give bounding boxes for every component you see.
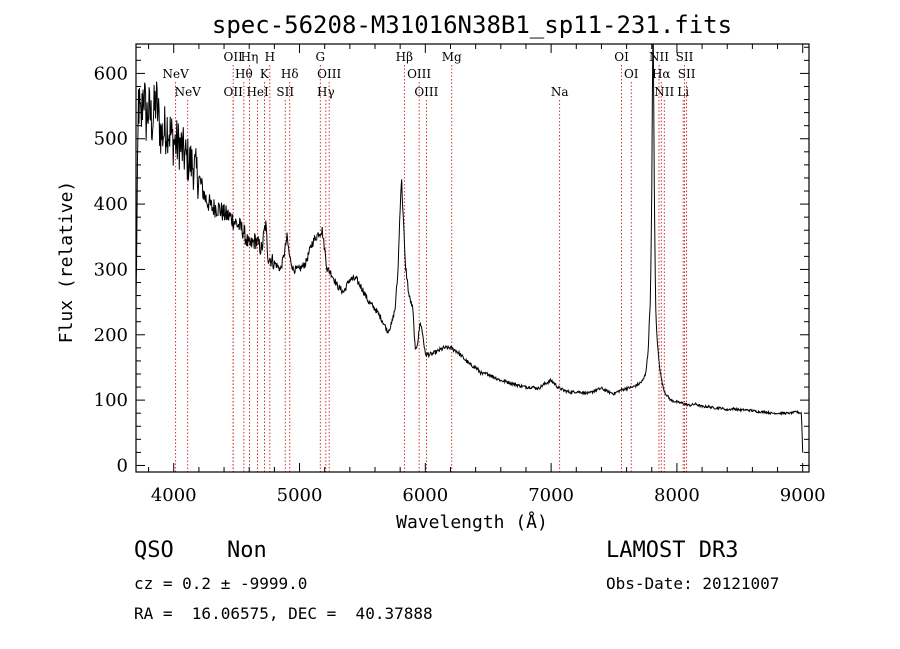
chart-title: spec-56208-M31016N38B1_sp11-231.fits xyxy=(212,11,732,39)
axis-ticks: 4000 5000 6000 7000 8000 9000 0 100 200 300 400 500… xyxy=(94,44,826,506)
emission-line-label: SII xyxy=(676,50,694,64)
emission-line-label: OIII xyxy=(414,85,438,99)
x-tick-label: 4000 xyxy=(151,485,197,506)
emission-line-label: OIII xyxy=(407,67,431,81)
emission-line-label: NII xyxy=(654,85,674,99)
emission-line-label: OI xyxy=(624,67,639,81)
emission-line-label: Hη xyxy=(241,50,259,64)
emission-line-label: SII xyxy=(276,85,294,99)
emission-line-label: OIII xyxy=(317,67,341,81)
spectrum-line-layer xyxy=(135,43,804,453)
x-tick-label: 8000 xyxy=(654,485,700,506)
emission-line-label: Hβ xyxy=(396,50,413,64)
emission-line-label: NeV xyxy=(163,67,190,81)
observation-date: Obs-Date: 20121007 xyxy=(606,574,780,593)
y-tick-label: 400 xyxy=(94,194,128,215)
coordinates: RA = 16.06575, DEC = 40.37888 xyxy=(134,604,433,623)
emission-line-label: Hα xyxy=(652,67,671,81)
x-tick-label: 9000 xyxy=(780,485,826,506)
emission-line-label: OII xyxy=(223,85,243,99)
emission-line-label: Li xyxy=(677,85,689,99)
y-tick-label: 200 xyxy=(94,325,128,346)
object-class: QSO xyxy=(134,538,174,563)
x-tick-label: 5000 xyxy=(277,485,323,506)
x-tick-label: 6000 xyxy=(402,485,448,506)
y-tick-label: 300 xyxy=(94,259,128,280)
y-tick-label: 100 xyxy=(94,390,128,411)
y-tick-label: 600 xyxy=(94,63,128,84)
emission-line-label: OII xyxy=(223,50,243,64)
emission-line-label: NeV xyxy=(175,85,202,99)
y-tick-label: 0 xyxy=(117,455,128,476)
emission-line-label: Hγ xyxy=(317,85,335,99)
emission-line-label: Na xyxy=(551,85,569,99)
x-axis-label: Wavelength (Å) xyxy=(396,511,548,533)
x-tick-label: 7000 xyxy=(528,485,574,506)
object-subclass: Non xyxy=(227,538,267,563)
emission-line-label: NII xyxy=(649,50,669,64)
plot-frame xyxy=(135,43,810,473)
emission-line-label: OI xyxy=(614,50,629,64)
emission-line-label: H xyxy=(265,50,275,64)
emission-line-label: G xyxy=(315,50,325,64)
emission-line-label: HeI xyxy=(246,85,269,99)
y-axis-label: Flux (relative) xyxy=(56,181,77,344)
spectrum-line xyxy=(135,43,804,453)
emission-line-label: Mg xyxy=(442,50,462,64)
emission-line-label: SII xyxy=(678,67,696,81)
redshift-line: cz = 0.2 ± -9999.0 xyxy=(134,574,308,593)
y-tick-label: 500 xyxy=(94,129,128,150)
emission-line-label: K xyxy=(260,67,270,81)
emission-line-label: Hδ xyxy=(281,67,299,81)
emission-line-label: Hθ xyxy=(235,67,253,81)
survey-name: LAMOST DR3 xyxy=(606,538,739,563)
